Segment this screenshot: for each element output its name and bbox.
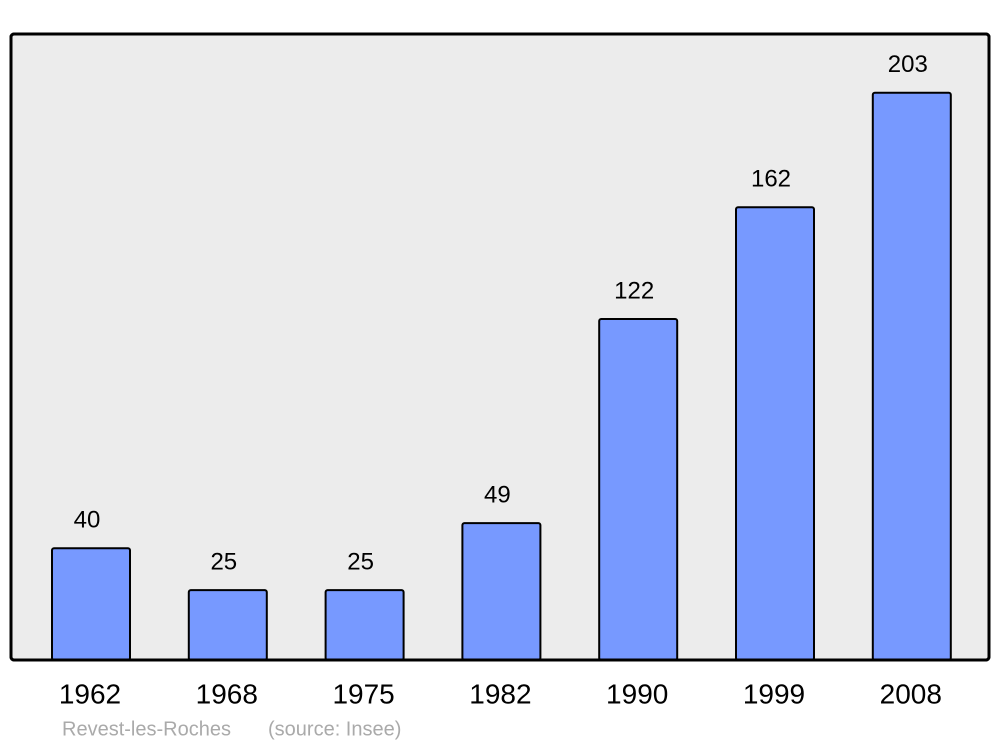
bar [598,318,679,661]
x-tick-label: 1999 [743,678,805,709]
x-tick-label: 1990 [606,678,668,709]
value-label: 203 [888,51,928,78]
value-label: 25 [347,548,374,575]
value-label: 25 [210,548,237,575]
bar [187,589,268,661]
x-tick-label: 1982 [469,678,531,709]
chart-title: Revest-les-Roches [62,718,231,740]
bar [735,206,815,661]
x-tick-label: 1962 [59,678,121,709]
plot-frame [9,32,991,662]
value-label: 162 [751,166,791,193]
source-note: (source: Insee) [268,718,401,740]
bar [51,547,131,662]
x-tick-label: 1968 [196,678,258,709]
value-label: 49 [484,481,511,508]
bar [461,522,542,661]
x-tick-label: 2008 [880,678,942,709]
value-label: 122 [614,277,654,304]
x-tick-label: 1975 [332,678,394,709]
bar [324,589,405,661]
bar [871,91,952,661]
value-label: 40 [74,507,101,534]
